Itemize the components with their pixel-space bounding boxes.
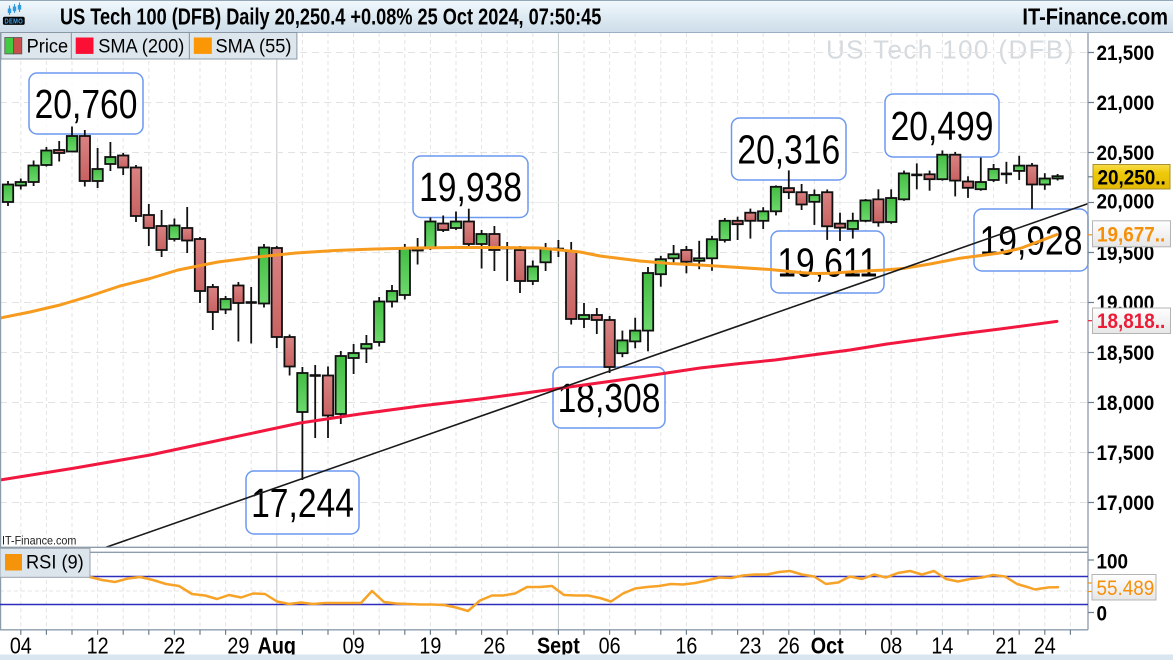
svg-text:US Tech 100 (DFB) Daily 20,250: US Tech 100 (DFB) Daily 20,250.4 +0.08% … xyxy=(60,5,601,31)
svg-text:20,316: 20,316 xyxy=(737,126,840,172)
svg-text:26: 26 xyxy=(778,632,800,659)
svg-text:20,760: 20,760 xyxy=(35,81,138,127)
svg-text:20,500: 20,500 xyxy=(1097,142,1155,165)
svg-text:20,250..: 20,250.. xyxy=(1098,166,1166,189)
svg-text:21,000: 21,000 xyxy=(1097,92,1155,115)
svg-text:DEMO: DEMO xyxy=(5,18,24,26)
svg-text:08: 08 xyxy=(880,632,902,659)
svg-text:SMA (200): SMA (200) xyxy=(98,35,184,56)
svg-text:09: 09 xyxy=(343,632,365,659)
svg-text:22: 22 xyxy=(163,632,185,659)
svg-text:20,000: 20,000 xyxy=(1097,191,1155,214)
svg-text:Price: Price xyxy=(27,35,69,56)
svg-text:12: 12 xyxy=(87,632,109,659)
svg-text:IT-Finance.com: IT-Finance.com xyxy=(2,535,76,548)
svg-text:US Tech 100 (DFB): US Tech 100 (DFB) xyxy=(826,35,1075,65)
svg-text:20,499: 20,499 xyxy=(891,103,994,149)
svg-text:04: 04 xyxy=(10,632,32,659)
svg-text:14: 14 xyxy=(931,632,953,659)
svg-text:21: 21 xyxy=(995,632,1017,659)
svg-text:17,500: 17,500 xyxy=(1097,442,1155,465)
svg-text:IT-Finance.com: IT-Finance.com xyxy=(1022,3,1168,30)
svg-text:0: 0 xyxy=(1097,603,1108,626)
svg-text:18,000: 18,000 xyxy=(1097,392,1155,415)
svg-text:26: 26 xyxy=(483,632,505,659)
svg-text:19,500: 19,500 xyxy=(1097,242,1155,265)
svg-text:SMA (55): SMA (55) xyxy=(216,35,292,56)
svg-text:17,244: 17,244 xyxy=(251,480,354,526)
svg-text:Aug: Aug xyxy=(258,632,296,659)
svg-text:RSI (9): RSI (9) xyxy=(26,551,84,572)
svg-text:19,938: 19,938 xyxy=(419,164,522,210)
svg-text:18,500: 18,500 xyxy=(1097,342,1155,365)
svg-text:Oct: Oct xyxy=(811,632,844,659)
svg-text:Sept: Sept xyxy=(537,632,580,659)
svg-text:100: 100 xyxy=(1097,551,1129,574)
svg-text:29: 29 xyxy=(227,632,249,659)
svg-text:21,500: 21,500 xyxy=(1097,42,1155,65)
svg-text:23: 23 xyxy=(739,632,761,659)
svg-text:06: 06 xyxy=(599,632,621,659)
svg-text:16: 16 xyxy=(675,632,697,659)
svg-text:19: 19 xyxy=(419,632,441,659)
svg-text:19,611: 19,611 xyxy=(777,239,877,285)
svg-text:55.489: 55.489 xyxy=(1097,577,1155,600)
svg-text:19,928: 19,928 xyxy=(980,217,1083,263)
svg-text:18,818..: 18,818.. xyxy=(1097,310,1165,333)
svg-text:17,000: 17,000 xyxy=(1097,492,1155,515)
svg-text:24: 24 xyxy=(1034,632,1056,659)
svg-text:19,677..: 19,677.. xyxy=(1097,223,1165,246)
